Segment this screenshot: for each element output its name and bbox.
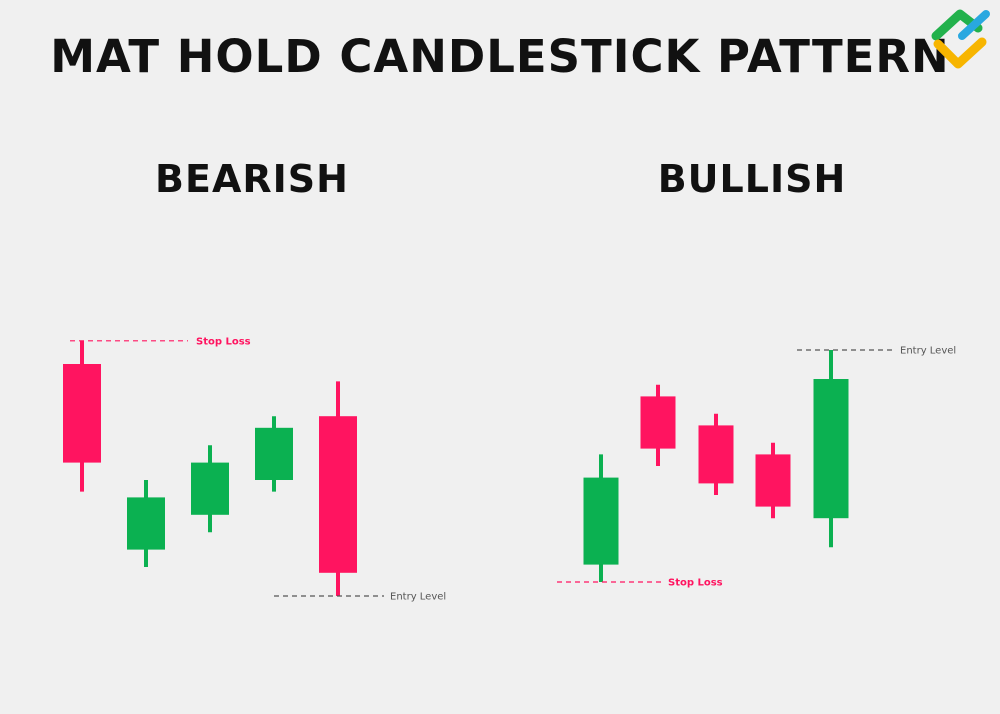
bullish-candle-1 (583, 454, 619, 582)
logo-yellow-stroke (933, 37, 987, 69)
candle-body (63, 364, 101, 463)
candle-body (255, 427, 293, 480)
candle-body (319, 416, 357, 573)
litefinance-logo-icon (931, 9, 990, 69)
bearish-stop-loss-level: Stop Loss (70, 336, 251, 347)
logo-blue-stroke (958, 10, 990, 40)
bearish-candle-2 (127, 480, 165, 567)
level-label: Stop Loss (668, 578, 723, 589)
bearish-candle-1 (63, 340, 101, 492)
level-label: Entry Level (900, 346, 956, 357)
bearish-candle-5 (319, 381, 357, 596)
bullish-candle-2 (640, 384, 676, 466)
page-title: MAT HOLD CANDLESTICK PATTERN (50, 30, 950, 83)
bearish-panel-title: BEARISH (155, 157, 349, 201)
level-label: Stop Loss (196, 336, 251, 347)
candle-body (698, 425, 734, 484)
candle-body (755, 454, 791, 507)
bullish-entry-level-level: Entry Level (797, 346, 956, 357)
level-label: Entry Level (390, 592, 446, 603)
candle-body (813, 379, 849, 519)
bearish-candle-4 (255, 416, 293, 492)
candle-body (583, 477, 619, 565)
candle-body (191, 462, 229, 515)
bearish-candle-3 (191, 445, 229, 533)
bullish-candle-5 (813, 350, 849, 548)
candle-body (127, 497, 165, 550)
bullish-stop-loss-level: Stop Loss (557, 578, 723, 589)
bullish-pattern: Stop Loss Entry Level (557, 346, 956, 589)
candle-body (640, 396, 676, 449)
bearish-pattern: Stop Loss Entry Level (63, 336, 446, 603)
bullish-panel-title: BULLISH (657, 157, 847, 201)
bullish-candle-4 (755, 442, 791, 519)
bullish-candle-3 (698, 413, 734, 495)
bearish-entry-level-level: Entry Level (274, 592, 446, 603)
